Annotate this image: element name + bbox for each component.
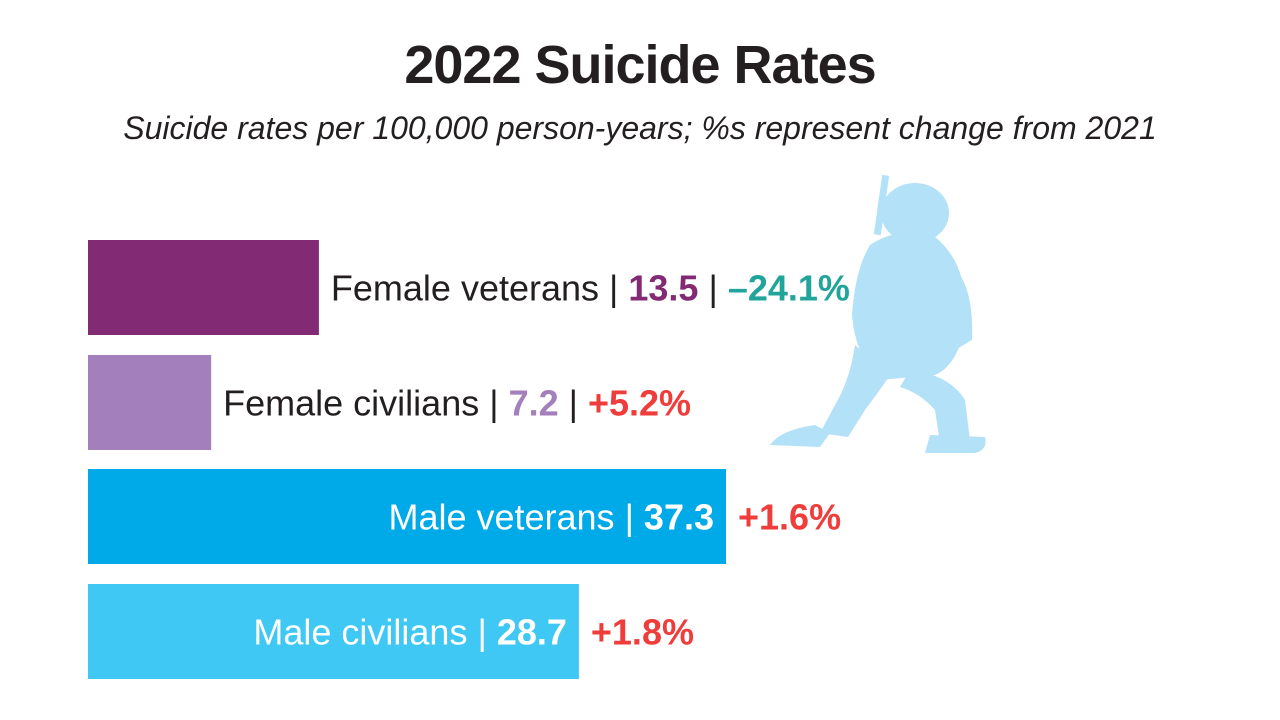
bar-label: Male civilians | 28.7 bbox=[253, 612, 567, 653]
bar-male-civilians bbox=[88, 584, 579, 679]
bar-label: Female veterans | 13.5 | –24.1% bbox=[331, 268, 850, 309]
kneeling-soldier-icon bbox=[770, 175, 986, 453]
bar-female-veterans bbox=[88, 240, 319, 335]
bar-label: Female civilians | 7.2 | +5.2% bbox=[223, 383, 691, 424]
bar-male-veterans bbox=[88, 469, 726, 564]
change-label: +1.8% bbox=[591, 612, 694, 653]
change-label: +1.6% bbox=[738, 497, 841, 538]
bar-female-civilians bbox=[88, 355, 212, 450]
bar-label: Male veterans | 37.3 bbox=[388, 497, 714, 538]
chart-title: 2022 Suicide Rates bbox=[404, 35, 876, 95]
chart-subtitle: Suicide rates per 100,000 person-years; … bbox=[123, 110, 1157, 146]
